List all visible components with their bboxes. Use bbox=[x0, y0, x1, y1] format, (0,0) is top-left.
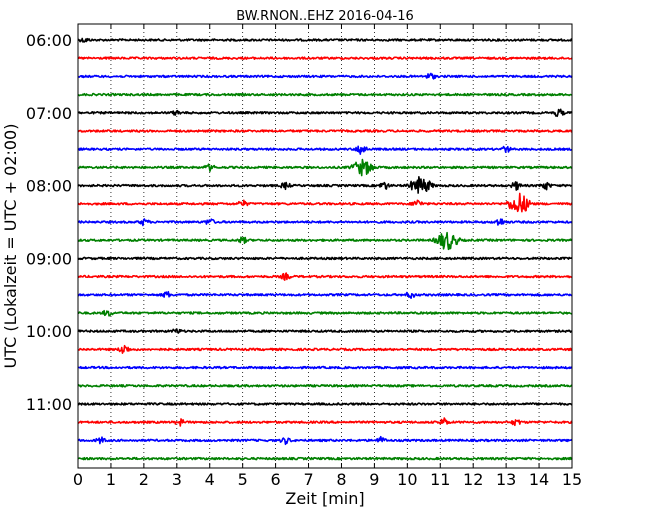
x-tick-label: 11 bbox=[430, 470, 450, 489]
trace-row-0645 bbox=[77, 92, 573, 97]
trace-row-0815 bbox=[77, 192, 573, 213]
axes-layer: 0 1 2 3 4 5 6 7 8 9 10 11 12 13 14 1506:0007:0008:0009:… bbox=[26, 23, 582, 489]
trace-row-0630 bbox=[77, 72, 573, 80]
trace-row-0600 bbox=[77, 37, 573, 43]
x-tick-label: 1 bbox=[106, 470, 116, 489]
trace-row-0800 bbox=[77, 176, 573, 194]
x-tick-label: 5 bbox=[238, 470, 248, 489]
y-tick-label: 10:00 bbox=[26, 322, 72, 341]
grid-layer bbox=[110, 24, 540, 468]
trace-row-1045 bbox=[77, 384, 573, 388]
trace-row-1100 bbox=[77, 402, 573, 406]
x-tick-label: 7 bbox=[303, 470, 313, 489]
y-tick-label: 08:00 bbox=[26, 177, 72, 196]
y-axis-label: UTC (Lokalzeit = UTC + 02:00) bbox=[1, 124, 20, 369]
y-tick-label: 11:00 bbox=[26, 395, 72, 414]
x-tick-label: 8 bbox=[336, 470, 346, 489]
trace-row-1015 bbox=[77, 344, 573, 354]
trace-row-1115 bbox=[77, 417, 573, 427]
trace-row-0830 bbox=[77, 218, 573, 227]
trace-row-0730 bbox=[77, 145, 573, 155]
x-axis-label: Zeit [min] bbox=[285, 489, 364, 508]
trace-row-0715 bbox=[77, 129, 573, 133]
trace-row-1145 bbox=[77, 456, 573, 461]
x-tick-label: 14 bbox=[529, 470, 549, 489]
x-tick-label: 13 bbox=[496, 470, 516, 489]
x-tick-label: 4 bbox=[205, 470, 215, 489]
trace-row-0615 bbox=[77, 56, 573, 60]
trace-row-0700 bbox=[77, 108, 573, 118]
x-tick-label: 3 bbox=[172, 470, 182, 489]
trace-row-0945 bbox=[77, 309, 573, 317]
x-tick-label: 10 bbox=[397, 470, 417, 489]
trace-row-0845 bbox=[77, 231, 573, 251]
x-tick-label: 9 bbox=[369, 470, 379, 489]
x-tick-label: 15 bbox=[562, 470, 582, 489]
x-tick-label: 12 bbox=[463, 470, 483, 489]
trace-row-1030 bbox=[77, 365, 573, 370]
y-tick-label: 07:00 bbox=[26, 104, 72, 123]
trace-row-0745 bbox=[77, 158, 573, 177]
x-tick-label: 0 bbox=[73, 470, 83, 489]
trace-row-1000 bbox=[77, 328, 573, 334]
trace-row-0930 bbox=[77, 290, 573, 299]
y-tick-label: 06:00 bbox=[26, 31, 72, 50]
traces-layer bbox=[77, 37, 573, 461]
trace-row-0900 bbox=[77, 256, 573, 261]
x-tick-label: 6 bbox=[271, 470, 281, 489]
plot-frame bbox=[77, 23, 573, 469]
y-tick-label: 09:00 bbox=[26, 249, 72, 268]
trace-row-0915 bbox=[77, 272, 573, 281]
chart-title: BW.RNON..EHZ 2016-04-16 bbox=[236, 9, 414, 24]
x-tick-label: 2 bbox=[139, 470, 149, 489]
trace-row-1130 bbox=[77, 435, 573, 446]
